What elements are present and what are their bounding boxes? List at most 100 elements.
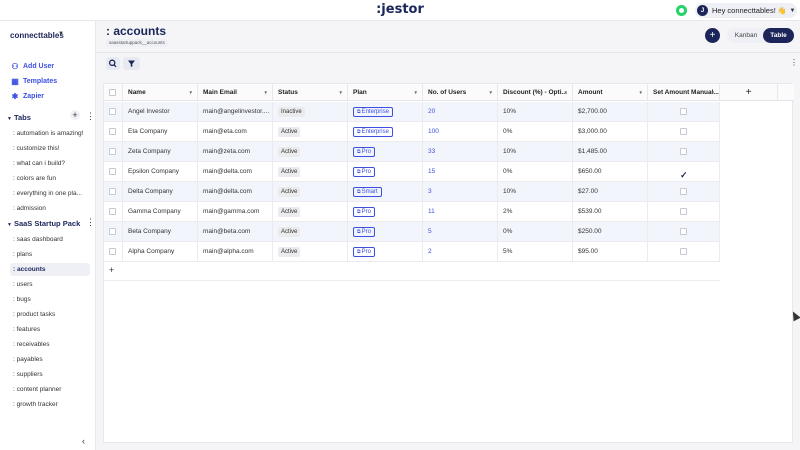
column-menu-icon[interactable]: ▼ xyxy=(338,90,343,95)
sidebar-item-growth-tracker[interactable]: : growth tracker xyxy=(13,401,58,408)
manual-amount-checkbox[interactable] xyxy=(680,248,687,255)
add-record-button[interactable]: + xyxy=(705,28,720,43)
add-user-button[interactable]: ⚇ Add User xyxy=(10,60,54,72)
cell-status[interactable]: Active xyxy=(273,122,348,142)
row-checkbox[interactable] xyxy=(109,188,116,195)
pack-section-header[interactable]: ▼ SaaS Startup Pack xyxy=(7,219,80,228)
cell-main-email[interactable]: main@gamma.com xyxy=(198,202,273,222)
cell-status[interactable]: Active xyxy=(273,162,348,182)
cell-no-of-users[interactable]: 20 xyxy=(423,102,498,122)
view-kanban-button[interactable]: Kanban xyxy=(734,32,758,39)
manual-amount-checkbox[interactable] xyxy=(680,128,687,135)
cell-discount[interactable]: 0% xyxy=(498,122,573,142)
column-header-plan[interactable]: Plan ▼ xyxy=(348,84,423,101)
filter-button[interactable] xyxy=(123,57,140,70)
cell-status[interactable]: Active xyxy=(273,182,348,202)
cell-plan[interactable]: ⧉Enterprise xyxy=(348,122,423,142)
sidebar-item-bugs[interactable]: : bugs xyxy=(13,296,31,303)
column-header-amount[interactable]: Amount ▼ xyxy=(573,84,648,101)
cell-main-email[interactable]: main@delta.com xyxy=(198,182,273,202)
tabs-more-icon[interactable]: ⋮ xyxy=(86,111,95,121)
cell-main-email[interactable]: main@zeta.com xyxy=(198,142,273,162)
sidebar-item-accounts[interactable]: : accounts xyxy=(10,263,90,276)
plan-link-badge[interactable]: ⧉Pro xyxy=(353,147,375,157)
sidebar-item-tab[interactable]: : automation is amazing! xyxy=(13,130,84,137)
table-row[interactable]: Delta Company main@delta.com Active ⧉Smart 3… xyxy=(104,182,720,202)
cell-status[interactable]: Active xyxy=(273,142,348,162)
row-checkbox[interactable] xyxy=(109,128,116,135)
cell-name[interactable]: Zeta Company xyxy=(123,142,198,162)
more-options-icon[interactable]: ⋮ xyxy=(790,58,798,67)
cell-set-amount-manually[interactable]: ✓ xyxy=(648,162,720,182)
sidebar-item-tab[interactable]: : customize this! xyxy=(13,145,60,152)
cell-no-of-users[interactable]: 11 xyxy=(423,202,498,222)
add-row-button[interactable]: + xyxy=(104,262,720,281)
cell-set-amount-manually[interactable] xyxy=(648,182,720,202)
plan-link-badge[interactable]: ⧉Pro xyxy=(353,227,375,237)
cell-amount[interactable]: $95.00 xyxy=(573,242,648,262)
cell-main-email[interactable]: main@eta.com xyxy=(198,122,273,142)
cell-status[interactable]: Active xyxy=(273,242,348,262)
column-menu-icon[interactable]: ▼ xyxy=(188,90,193,95)
table-row[interactable]: Beta Company main@beta.com Active ⧉Pro 5 0% $2… xyxy=(104,222,720,242)
table-row[interactable]: Angel Investor main@angelinvestor.... Inac… xyxy=(104,102,720,122)
table-row[interactable]: Eta Company main@eta.com Active ⧉Enterprise… xyxy=(104,122,720,142)
sidebar-item-saas-dashboard[interactable]: : saas dashboard xyxy=(13,236,63,243)
cell-status[interactable]: Active xyxy=(273,202,348,222)
user-menu[interactable]: J Hey connecttables! 👋 ▼ xyxy=(695,3,797,18)
sidebar-item-tab[interactable]: : what can i build? xyxy=(13,160,66,167)
workspace-name[interactable]: connecttables xyxy=(10,31,64,40)
cell-discount[interactable]: 10% xyxy=(498,182,573,202)
pack-more-icon[interactable]: ⋮ xyxy=(86,217,95,227)
add-tab-button[interactable]: + xyxy=(70,110,80,120)
plan-link-badge[interactable]: ⧉Enterprise xyxy=(353,107,393,117)
manual-amount-checkbox[interactable] xyxy=(680,148,687,155)
cell-status[interactable]: Inactive xyxy=(273,102,348,122)
cell-amount[interactable]: $539.00 xyxy=(573,202,648,222)
cell-discount[interactable]: 5% xyxy=(498,242,573,262)
cell-main-email[interactable]: main@beta.com xyxy=(198,222,273,242)
sidebar-item-product-tasks[interactable]: : product tasks xyxy=(13,311,56,318)
cell-no-of-users[interactable]: 15 xyxy=(423,162,498,182)
cell-amount[interactable]: $2,700.00 xyxy=(573,102,648,122)
cell-no-of-users[interactable]: 33 xyxy=(423,142,498,162)
row-checkbox[interactable] xyxy=(109,148,116,155)
column-header-name[interactable]: Name ▼ xyxy=(123,84,198,101)
cell-plan[interactable]: ⧉Pro xyxy=(348,222,423,242)
manual-amount-checkbox[interactable] xyxy=(680,108,687,115)
cell-set-amount-manually[interactable] xyxy=(648,202,720,222)
cell-name[interactable]: Gamma Company xyxy=(123,202,198,222)
column-menu-icon[interactable]: ▼ xyxy=(638,90,643,95)
cell-plan[interactable]: ⧉Enterprise xyxy=(348,102,423,122)
row-checkbox[interactable] xyxy=(109,208,116,215)
column-menu-icon[interactable]: ▼ xyxy=(710,90,715,95)
cell-name[interactable]: Epsilon Company xyxy=(123,162,198,182)
sidebar-item-users[interactable]: : users xyxy=(13,281,33,288)
sidebar-item-plans[interactable]: : plans xyxy=(13,251,33,258)
cell-main-email[interactable]: main@alpha.com xyxy=(198,242,273,262)
cell-plan[interactable]: ⧉Pro xyxy=(348,202,423,222)
column-header-discount[interactable]: Discount (%) - Opti... ▼ xyxy=(498,84,573,101)
cell-set-amount-manually[interactable] xyxy=(648,242,720,262)
select-all-checkbox[interactable] xyxy=(109,89,116,96)
manual-amount-checkbox[interactable] xyxy=(680,228,687,235)
search-button[interactable] xyxy=(106,57,120,70)
row-checkbox[interactable] xyxy=(109,248,116,255)
templates-button[interactable]: ▦ Templates xyxy=(10,75,57,87)
cell-amount[interactable]: $1,485.00 xyxy=(573,142,648,162)
table-row[interactable]: Epsilon Company main@delta.com Active ⧉Pro 1… xyxy=(104,162,720,182)
cell-discount[interactable]: 10% xyxy=(498,102,573,122)
cell-discount[interactable]: 2% xyxy=(498,202,573,222)
cell-discount[interactable]: 10% xyxy=(498,142,573,162)
cell-main-email[interactable]: main@angelinvestor.... xyxy=(198,102,273,122)
plan-link-badge[interactable]: ⧉Pro xyxy=(353,167,375,177)
cell-amount[interactable]: $3,000.00 xyxy=(573,122,648,142)
cell-plan[interactable]: ⧉Pro xyxy=(348,242,423,262)
table-row[interactable]: Alpha Company main@alpha.com Active ⧉Pro 2 5%… xyxy=(104,242,720,262)
cell-no-of-users[interactable]: 2 xyxy=(423,242,498,262)
collapse-sidebar-icon[interactable]: ‹ xyxy=(82,436,85,446)
sidebar-item-features[interactable]: : features xyxy=(13,326,41,333)
workspace-chevron-icon[interactable]: ▼ xyxy=(58,31,64,37)
cell-set-amount-manually[interactable] xyxy=(648,222,720,242)
cell-amount[interactable]: $650.00 xyxy=(573,162,648,182)
